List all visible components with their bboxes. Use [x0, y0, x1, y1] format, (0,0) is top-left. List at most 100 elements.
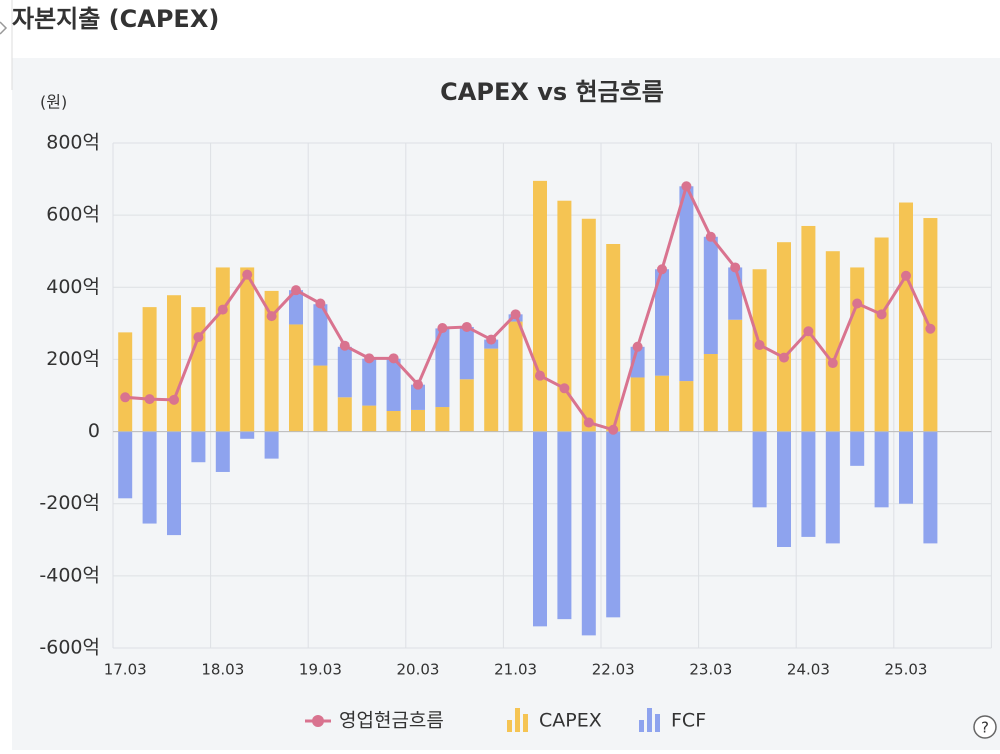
y-tick-label: -200억 — [39, 492, 100, 514]
y-tick-label: 0 — [88, 420, 100, 442]
bar — [215, 267, 230, 432]
bar — [337, 397, 352, 432]
y-tick-label: 800억 — [46, 132, 100, 154]
bar — [289, 324, 303, 432]
bar — [630, 377, 645, 432]
y-tick-label: 200억 — [46, 348, 100, 370]
bar — [411, 409, 425, 432]
y-tick-label: -400억 — [39, 564, 100, 586]
bar — [899, 202, 913, 432]
line-point — [193, 332, 204, 343]
bar — [167, 295, 181, 432]
bar — [215, 431, 230, 472]
y-tick-label: 600억 — [46, 204, 100, 226]
x-tick-label: 23.03 — [689, 661, 732, 679]
bar — [581, 431, 596, 636]
bar — [484, 348, 499, 432]
line-point — [120, 392, 131, 403]
line-point — [266, 311, 277, 322]
line-point — [730, 262, 741, 273]
line-point — [339, 340, 350, 351]
line-point — [217, 304, 228, 315]
bar — [923, 431, 938, 544]
line-point — [632, 341, 643, 352]
bar — [142, 431, 157, 524]
line-point — [754, 340, 765, 350]
bar — [118, 332, 133, 432]
line-point — [169, 394, 179, 405]
bar — [679, 381, 694, 432]
legend-icon — [515, 708, 520, 732]
bar — [703, 236, 718, 355]
x-tick-label: 18.03 — [201, 661, 244, 679]
bar — [362, 405, 377, 432]
bar — [606, 431, 621, 618]
line-point — [413, 379, 423, 390]
line-point — [388, 353, 399, 364]
bar — [899, 431, 913, 504]
help-icon-mark: ? — [981, 719, 989, 737]
legend-icon — [639, 720, 644, 732]
bar — [313, 304, 328, 366]
bar — [825, 431, 840, 544]
bar — [557, 200, 572, 432]
line-point — [657, 264, 667, 275]
legend-icon — [523, 714, 528, 732]
bar — [655, 269, 669, 376]
bar — [606, 244, 621, 432]
x-tick-label: 19.03 — [299, 661, 342, 679]
bar — [240, 267, 255, 432]
bar — [337, 346, 352, 398]
x-tick-label: 20.03 — [397, 661, 440, 679]
bar — [874, 431, 889, 508]
line — [125, 182, 932, 432]
bar — [777, 431, 791, 547]
x-tick-label: 25.03 — [885, 661, 928, 679]
help-icon[interactable] — [973, 715, 997, 739]
line-point — [461, 321, 472, 332]
legend-icon — [655, 714, 660, 732]
line-point — [535, 370, 545, 381]
legend-label: FCF — [671, 710, 706, 732]
side-tab[interactable] — [0, 21, 8, 35]
line-point — [925, 323, 936, 334]
line-point — [705, 231, 716, 242]
bar — [874, 237, 889, 432]
legend-icon — [312, 715, 324, 727]
bar — [557, 431, 572, 620]
line-point — [437, 323, 448, 334]
bar — [703, 354, 718, 432]
line-point — [852, 298, 863, 309]
y-tick-label: -600억 — [39, 637, 100, 659]
bar — [435, 328, 450, 408]
bar — [386, 411, 401, 432]
bar — [362, 358, 377, 406]
y-tick-label: 400억 — [46, 276, 100, 298]
line-point — [486, 334, 497, 345]
bar — [459, 326, 474, 380]
bar — [752, 431, 767, 508]
x-tick-label: 24.03 — [787, 661, 830, 679]
bar — [679, 186, 694, 382]
line-point — [242, 269, 253, 280]
bar — [777, 242, 791, 432]
bar — [850, 267, 865, 432]
line-point — [510, 309, 521, 320]
legend-icon — [507, 720, 512, 732]
bar — [411, 384, 425, 410]
bar — [240, 431, 255, 439]
line-point — [144, 394, 155, 405]
bar — [191, 307, 206, 432]
bar — [825, 251, 840, 432]
bar — [435, 407, 450, 432]
page-title: 자본지출 (CAPEX) — [12, 5, 219, 33]
x-tick-label: 22.03 — [592, 661, 635, 679]
bar — [142, 307, 157, 432]
line-point — [583, 417, 594, 428]
bar — [118, 431, 133, 499]
bar — [313, 365, 328, 432]
bar — [581, 218, 596, 432]
line-point — [827, 358, 838, 369]
line-point — [876, 309, 887, 320]
